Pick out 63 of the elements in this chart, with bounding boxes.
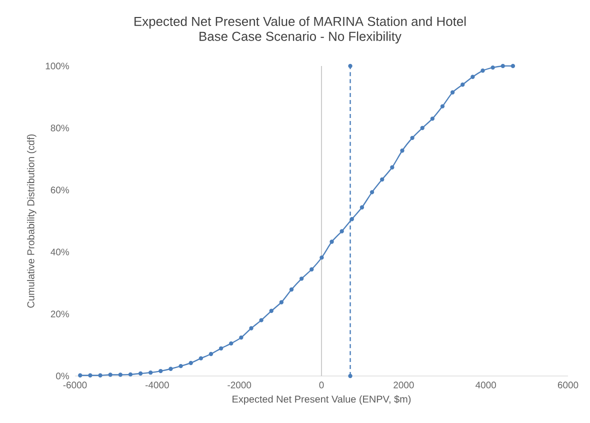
point bbox=[370, 190, 374, 194]
point bbox=[269, 308, 274, 313]
point bbox=[420, 126, 424, 130]
point bbox=[108, 372, 112, 377]
point bbox=[510, 64, 516, 68]
x-tick-label: -4000 bbox=[145, 382, 169, 388]
point bbox=[178, 364, 183, 368]
y-tick-label: 100% bbox=[46, 62, 70, 70]
point bbox=[208, 352, 214, 356]
point bbox=[440, 104, 445, 108]
point bbox=[480, 68, 485, 73]
point bbox=[78, 373, 82, 378]
y-tick-label: 80% bbox=[50, 124, 70, 132]
point bbox=[158, 368, 163, 374]
chart-title: Expected Net Present Value of MARINA Station and Hotel bbox=[134, 16, 466, 29]
point bbox=[229, 341, 234, 346]
point bbox=[310, 267, 314, 272]
point bbox=[118, 372, 122, 377]
point bbox=[350, 217, 354, 222]
point bbox=[360, 205, 364, 210]
x-tick-label: 4000 bbox=[476, 382, 496, 388]
point bbox=[188, 360, 193, 366]
point bbox=[450, 90, 455, 94]
x-axis-title: Expected Net Present Value (ENPV, $m) bbox=[232, 395, 411, 405]
x-tick-label: -2000 bbox=[228, 382, 252, 388]
point bbox=[490, 65, 495, 70]
point bbox=[348, 64, 352, 68]
chart-subtitle: Base Case Scenario - No Flexibility bbox=[200, 31, 402, 44]
y-tick-label: 0% bbox=[56, 372, 70, 380]
point bbox=[138, 371, 143, 376]
point bbox=[88, 373, 92, 378]
point bbox=[299, 276, 304, 281]
x-tick-label: 0 bbox=[319, 382, 324, 388]
point bbox=[348, 374, 352, 378]
point bbox=[430, 116, 435, 121]
x-tick-label: 6000 bbox=[558, 382, 578, 388]
y-axis-title: Cumulative Probability Distribution (cdf) bbox=[27, 134, 36, 308]
x-tick-label: -6000 bbox=[63, 382, 87, 388]
point bbox=[128, 372, 133, 377]
point bbox=[289, 287, 294, 292]
point bbox=[340, 229, 344, 234]
point bbox=[400, 148, 404, 153]
point bbox=[198, 356, 204, 360]
x-tick-label: 2000 bbox=[394, 382, 414, 388]
point bbox=[320, 255, 324, 260]
y-tick-label: 60% bbox=[50, 186, 70, 194]
y-tick-label: 40% bbox=[50, 248, 70, 256]
point bbox=[470, 74, 475, 79]
point bbox=[239, 335, 244, 340]
point bbox=[390, 165, 394, 170]
point bbox=[249, 326, 254, 330]
point bbox=[168, 366, 173, 371]
point bbox=[218, 346, 224, 350]
point bbox=[500, 64, 505, 68]
point bbox=[380, 177, 384, 182]
point bbox=[279, 300, 284, 304]
point bbox=[460, 82, 465, 87]
point bbox=[259, 318, 264, 322]
y-tick-label: 20% bbox=[50, 310, 70, 318]
point bbox=[98, 373, 102, 378]
point bbox=[410, 136, 414, 140]
point bbox=[148, 370, 153, 375]
point bbox=[330, 240, 334, 244]
